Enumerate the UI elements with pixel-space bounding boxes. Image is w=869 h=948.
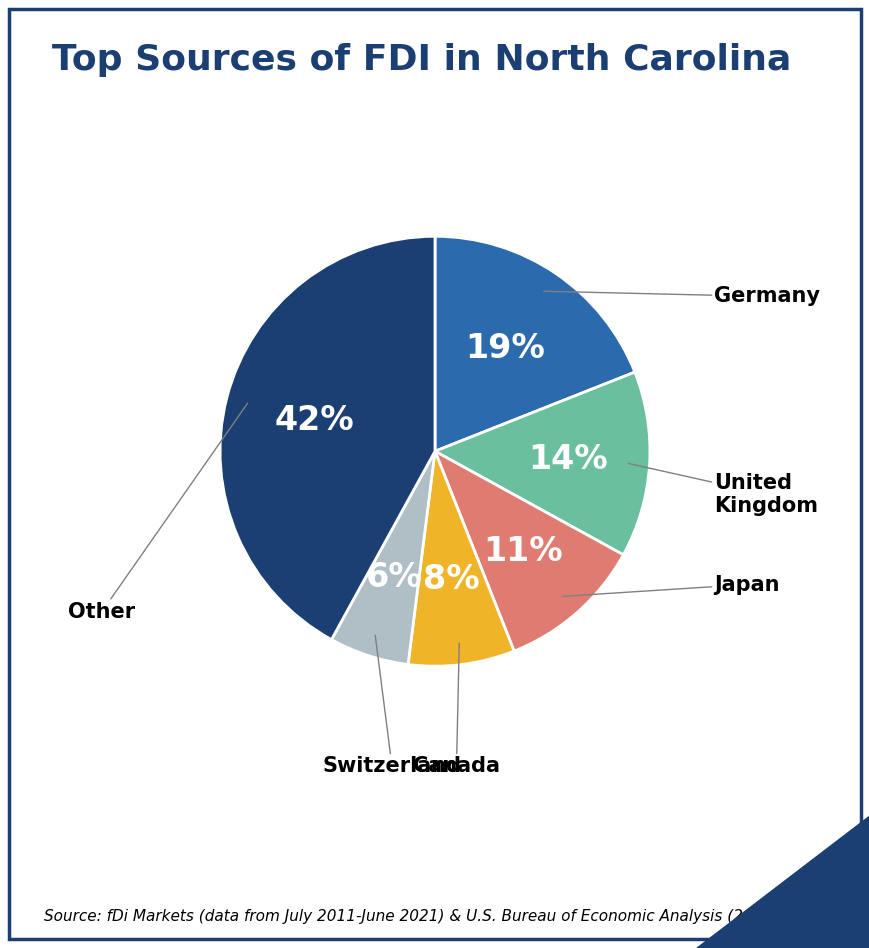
Text: Source: fDi Markets (data from July 2011-June 2021) & U.S. Bureau of Economic An: Source: fDi Markets (data from July 2011… (43, 909, 777, 924)
Text: Top Sources of FDI in North Carolina: Top Sources of FDI in North Carolina (52, 43, 791, 77)
Text: Germany: Germany (543, 286, 819, 306)
Text: 42%: 42% (274, 404, 354, 437)
Text: 19%: 19% (465, 332, 544, 365)
Wedge shape (408, 451, 514, 666)
Text: Canada: Canada (413, 643, 500, 776)
Wedge shape (434, 373, 649, 555)
Text: Switzerland: Switzerland (322, 635, 461, 776)
Text: 14%: 14% (527, 443, 607, 476)
Text: United
Kingdom: United Kingdom (627, 464, 818, 516)
Wedge shape (331, 451, 434, 665)
Text: 6%: 6% (365, 561, 421, 594)
Wedge shape (220, 236, 434, 640)
Text: Japan: Japan (562, 574, 779, 596)
Text: Other: Other (68, 403, 248, 622)
Text: 8%: 8% (422, 563, 479, 595)
Wedge shape (434, 451, 622, 651)
Text: 11%: 11% (483, 535, 562, 568)
Wedge shape (434, 236, 634, 451)
